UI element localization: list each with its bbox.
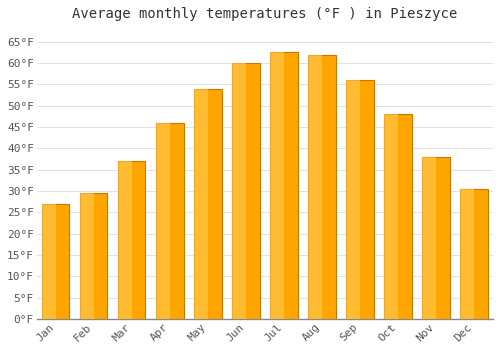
Bar [460, 189, 474, 319]
Bar [42, 204, 70, 319]
Bar [194, 89, 222, 319]
Bar [270, 52, 284, 319]
Bar [156, 123, 184, 319]
Bar [118, 161, 132, 319]
Bar [232, 63, 246, 319]
Bar [422, 157, 436, 319]
Bar [384, 114, 411, 319]
Bar [194, 89, 208, 319]
Bar [80, 193, 108, 319]
Bar [118, 161, 146, 319]
Bar [80, 193, 94, 319]
Bar [346, 80, 374, 319]
Bar [42, 204, 56, 319]
Bar [422, 157, 450, 319]
Bar [156, 123, 170, 319]
Bar [346, 80, 360, 319]
Bar [270, 52, 297, 319]
Title: Average monthly temperatures (°F ) in Pieszyce: Average monthly temperatures (°F ) in Pi… [72, 7, 458, 21]
Bar [232, 63, 260, 319]
Bar [460, 189, 487, 319]
Bar [308, 55, 322, 319]
Bar [308, 55, 336, 319]
Bar [384, 114, 398, 319]
